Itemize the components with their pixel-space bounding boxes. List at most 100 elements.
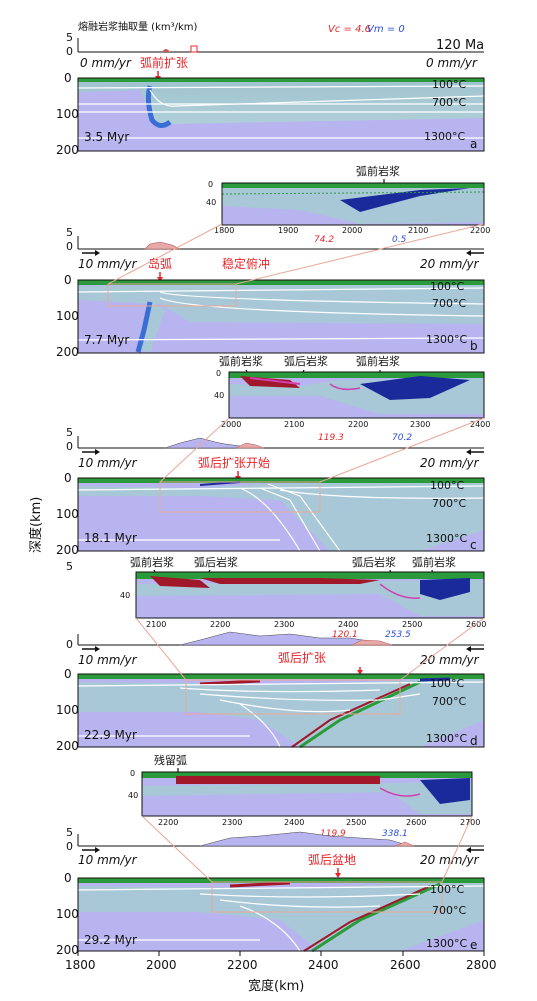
- inset-4-depth-40: 40: [128, 791, 138, 800]
- x-axis: 1800 2000 2200 2400 2600 2800 宽度(km): [65, 951, 497, 994]
- panel-b-iso-700: 700°C: [432, 297, 466, 310]
- panel-b-melt-0: 0: [66, 240, 73, 253]
- panel-d-iso-100: 100°C: [430, 677, 464, 690]
- inset-3-label-1: 弧后岩浆: [194, 555, 238, 569]
- panel-d: 0 10 mm/yr 20 mm/yr 弧后扩张 100°C 700°C 130…: [56, 617, 485, 753]
- panel-b-iso-1300: 1300°C: [426, 333, 467, 346]
- panel-a: 5 0 0 mm/yr 0 mm/yr 弧前扩张 100°C 700°C 130…: [56, 31, 485, 157]
- panel-d-time: 22.9 Myr: [84, 728, 137, 742]
- inset-4-tick-0: 2200: [158, 818, 178, 827]
- inset-2-label-2: 弧前岩浆: [356, 354, 400, 368]
- panel-e-melt-0: 0: [66, 840, 73, 853]
- inset-4-red-value: 119.9: [320, 829, 346, 839]
- panel-d-iso-700: 700°C: [432, 695, 466, 708]
- panel-e-depth-100: 100: [56, 907, 79, 921]
- inset-1: 弧前岩浆 0 40 1800 1900 2000 2100 2200 74.2 …: [206, 164, 490, 245]
- panel-e-left-rate: 10 mm/yr: [78, 853, 138, 867]
- panel-d-melt-0: 0: [66, 638, 73, 651]
- x-axis-label: 宽度(km): [248, 978, 304, 994]
- panel-e-annotation: 弧后盆地: [308, 853, 356, 867]
- inset-3-tick-3: 2400: [338, 620, 358, 629]
- inset-3: 5 弧前岩浆 弧后岩浆 弧后岩浆 弧前岩浆 40 2100 2200 2300 …: [66, 555, 486, 640]
- panel-b-annotation-left: 岛弧: [148, 256, 172, 271]
- inset-3-tick-0: 2100: [146, 620, 166, 629]
- inset-2-tick-3: 2300: [410, 420, 430, 429]
- inset-4-depth-0: 0: [130, 769, 135, 778]
- inset-4-blue-value: 338.1: [382, 829, 408, 839]
- panel-d-depth-100: 100: [56, 703, 79, 717]
- panel-c-left-rate: 10 mm/yr: [78, 456, 138, 470]
- inset-3-melt-5: 5: [66, 560, 73, 573]
- inset-3-label-0: 弧前岩浆: [130, 555, 174, 569]
- panel-d-annotation: 弧后扩张: [278, 651, 326, 665]
- panel-e-iso-1300: 1300°C: [426, 937, 467, 950]
- inset-1-tick-3: 2100: [408, 226, 428, 235]
- inset-3-tick-5: 2600: [466, 620, 486, 629]
- x-tick-2600: 2600: [390, 958, 421, 972]
- inset-1-red-value: 74.2: [314, 235, 334, 245]
- panel-c-iso-700: 700°C: [432, 497, 466, 510]
- inset-2-tick-4: 2400: [470, 420, 490, 429]
- inset-2-label-0: 弧前岩浆: [219, 354, 263, 368]
- inset-4-tick-1: 2300: [222, 818, 242, 827]
- panel-c: 5 0 10 mm/yr 20 mm/yr 弧后扩张开始 100°C 700°C…: [56, 417, 485, 557]
- inset-2-tick-1: 2100: [284, 420, 304, 429]
- panel-b-depth-100: 100: [56, 309, 79, 323]
- panel-c-annotation: 弧后扩张开始: [198, 456, 270, 470]
- inset-1-depth-0: 0: [208, 180, 213, 189]
- panel-b-time: 7.7 Myr: [84, 333, 129, 347]
- panel-a-depth-200: 200: [56, 143, 79, 157]
- panel-e-right-rate: 20 mm/yr: [420, 853, 480, 867]
- inset-2-label-1: 弧后岩浆: [284, 354, 328, 368]
- panel-b-letter: b: [470, 339, 478, 353]
- inset-1-tick-4: 2200: [470, 226, 490, 235]
- panel-c-melt-0: 0: [66, 440, 73, 453]
- x-tick-2200: 2200: [227, 958, 258, 972]
- inset-3-red-value: 120.1: [332, 630, 358, 640]
- inset-3-tick-1: 2200: [210, 620, 230, 629]
- panel-e-iso-700: 700°C: [432, 904, 466, 917]
- x-tick-1800: 1800: [65, 958, 96, 972]
- melt-extraction-title: 熔融岩浆抽取量 (km³/km): [78, 20, 198, 33]
- vc-label: Vc = 4.6: [328, 24, 371, 35]
- panel-a-left-rate: 0 mm/yr: [80, 56, 132, 70]
- panel-e-iso-100: 100°C: [430, 883, 464, 896]
- panel-b-depth-200: 200: [56, 345, 79, 359]
- panel-c-iso-100: 100°C: [430, 479, 464, 492]
- inset-1-tick-0: 1800: [214, 226, 234, 235]
- panel-d-letter: d: [470, 734, 478, 748]
- panel-b-right-rate: 20 mm/yr: [420, 257, 480, 271]
- inset-2-blue-value: 70.2: [392, 433, 412, 443]
- panel-d-depth-200: 200: [56, 739, 79, 753]
- panel-c-time: 18.1 Myr: [84, 531, 137, 545]
- x-tick-2400: 2400: [308, 958, 339, 972]
- panel-b-iso-100: 100°C: [430, 280, 464, 293]
- panel-e-letter: e: [470, 938, 477, 952]
- panel-e-depth-200: 200: [56, 943, 79, 957]
- inset-4: 残留弧 0 40 2200 2300 2400 2500 2600 2700 1…: [128, 753, 480, 839]
- panel-d-depth-0: 0: [64, 667, 72, 681]
- inset-1-blue-value: 0.5: [392, 235, 407, 245]
- y-axis-label: 深度(km): [28, 497, 44, 553]
- panel-c-right-rate: 20 mm/yr: [420, 456, 480, 470]
- panel-d-iso-1300: 1300°C: [426, 732, 467, 745]
- panel-b: 5 0 10 mm/yr 20 mm/yr 岛弧 稳定俯冲 100°C 700°…: [56, 223, 485, 359]
- x-tick-2000: 2000: [146, 958, 177, 972]
- melt-tick-0: 0: [66, 45, 73, 58]
- panel-a-depth-0: 0: [64, 71, 72, 85]
- panel-a-letter: a: [470, 137, 477, 151]
- inset-3-blue-value: 253.5: [385, 630, 411, 640]
- panel-c-depth-200: 200: [56, 543, 79, 557]
- panel-b-depth-0: 0: [64, 273, 72, 287]
- panel-c-letter: c: [470, 538, 477, 552]
- inset-4-tick-2: 2400: [284, 818, 304, 827]
- panel-d-right-rate: 20 mm/yr: [420, 653, 480, 667]
- inset-2-depth-0: 0: [216, 369, 221, 378]
- inset-2-tick-0: 2000: [221, 420, 241, 429]
- inset-1-tick-2: 2000: [342, 226, 362, 235]
- panel-a-annotation: 弧前扩张: [140, 55, 188, 70]
- panel-a-right-rate: 0 mm/yr: [426, 56, 478, 70]
- inset-2-red-value: 119.3: [318, 433, 344, 443]
- inset-1-label-0: 弧前岩浆: [356, 164, 400, 178]
